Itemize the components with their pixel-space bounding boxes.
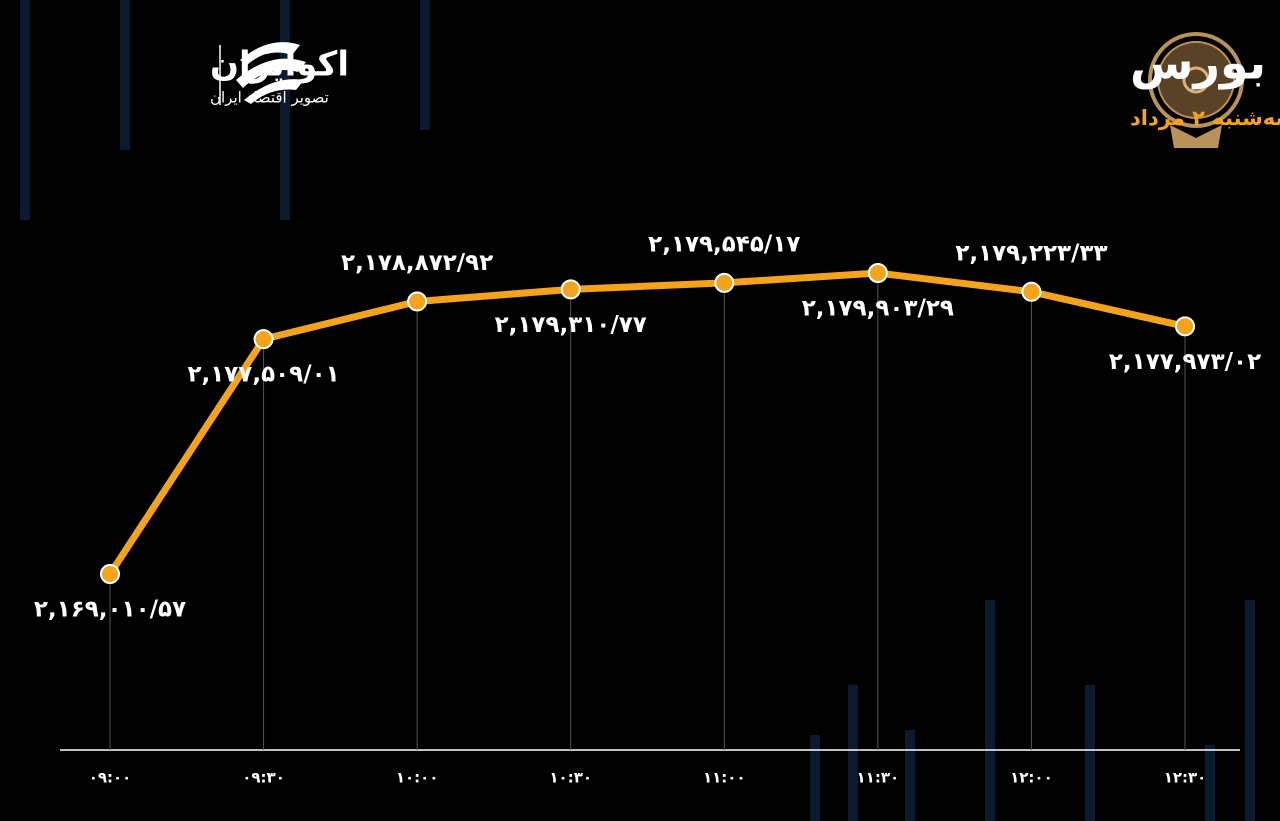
- value-label: ۲,۱۷۸,۸۷۲/۹۲: [341, 250, 493, 276]
- point: [407, 291, 428, 312]
- value-label: ۲,۱۷۷,۹۷۳/۰۲: [1109, 349, 1261, 375]
- line: [107, 269, 1186, 576]
- point: [100, 564, 120, 584]
- brand-name: اکوایران: [210, 45, 349, 85]
- value-label: ۲,۱۷۹,۳۱۰/۷۷: [495, 312, 647, 338]
- point: [560, 279, 581, 300]
- x-tick-label: ۰۹:۰۰: [89, 769, 132, 787]
- x-tick-label: ۱۰:۳۰: [549, 769, 592, 787]
- brand-logo: [236, 42, 306, 104]
- value-label: ۲,۱۶۹,۰۱۰/۵۷: [34, 597, 186, 623]
- x-tick-label: ۰۹:۳۰: [242, 769, 285, 787]
- value-label: ۲,۱۷۹,۲۲۳/۳۳: [955, 240, 1107, 266]
- point: [867, 263, 888, 283]
- x-tick-label: ۱۲:۳۰: [1164, 769, 1207, 787]
- point: [1021, 281, 1042, 302]
- x-tick-label: ۱۰:۰۰: [396, 769, 439, 787]
- chart-subtitle: سه‌شنبه ۲ مرداد: [1130, 106, 1280, 130]
- chart-title: روند شاخص کل بورس: [1130, 36, 1280, 90]
- x-tick-label: ۱۱:۳۰: [857, 769, 900, 787]
- brand-tagline: تصویر اقتصاد ایران: [210, 89, 329, 107]
- emblem: [1148, 32, 1244, 148]
- x-tick-label: ۱۲:۰۰: [1010, 769, 1053, 787]
- point: [714, 272, 735, 293]
- point: [253, 329, 274, 350]
- value-label: ۲,۱۷۹,۹۰۳/۲۹: [802, 296, 954, 322]
- x-tick-label: ۱۱:۰۰: [703, 769, 746, 787]
- point: [1175, 316, 1195, 337]
- value-label: ۲,۱۷۷,۵۰۹/۰۱: [187, 362, 339, 388]
- background-decoration: [20, 0, 1255, 821]
- value-label: ۲,۱۷۹,۵۴۵/۱۷: [648, 231, 800, 257]
